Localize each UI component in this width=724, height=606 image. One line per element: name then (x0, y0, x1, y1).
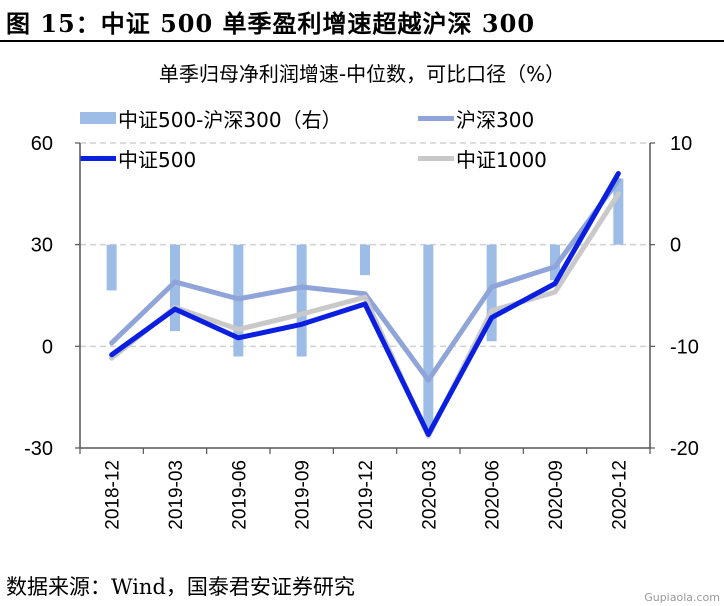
bar-spread (233, 244, 244, 357)
legend-swatch-zz500 (80, 155, 116, 161)
legend-label-hs300: 沪深300 (456, 107, 535, 132)
x-tick-label: 2020-06 (483, 460, 504, 530)
x-tick-label: 2019-06 (229, 460, 250, 530)
x-tick-label: 2020-03 (419, 460, 440, 530)
bar-spread (486, 244, 497, 342)
legend-swatch-spread (80, 112, 116, 124)
source-note: 数据来源：Wind，国泰君安证券研究 (6, 575, 355, 599)
series-line-zz1000 (109, 191, 621, 439)
y-left-tick-label: -30 (24, 438, 53, 460)
y-right-tick-label: 0 (670, 235, 681, 257)
x-tick-label: 2019-12 (356, 460, 377, 530)
y-left-tick-label: 0 (42, 336, 53, 358)
y-right-tick-label: -10 (670, 336, 699, 358)
y-right-tick-label: -20 (670, 438, 699, 460)
bar-spread (170, 244, 180, 332)
series-line-zz500 (109, 171, 621, 437)
bar-spread (423, 244, 434, 428)
title-divider (0, 40, 724, 42)
x-tick-label: 2019-03 (166, 460, 187, 530)
chart-title: 单季归母净利润增速-中位数，可比口径（%） (158, 62, 566, 86)
bar-spread (613, 178, 624, 245)
y-left-tick-label: 60 (31, 133, 53, 155)
legend-swatch-zz1000 (418, 155, 454, 161)
bar-spread (296, 244, 307, 357)
bar-spread (550, 244, 560, 281)
x-tick-label: 2020-09 (546, 460, 567, 530)
x-tick-label: 2018-12 (103, 460, 124, 530)
bar-spread (360, 244, 370, 276)
bar-spread (106, 244, 117, 291)
legend-swatch-hs300 (418, 115, 454, 121)
legend-label-spread: 中证500-沪深300（右） (118, 107, 342, 132)
series-line-hs300 (109, 177, 621, 383)
watermark: Gupiaola.com (644, 591, 720, 604)
y-left-tick-label: 30 (31, 235, 53, 257)
legend-item-zz500: 中证500 (80, 144, 196, 172)
x-tick-label: 2020-12 (609, 460, 630, 530)
x-tick-label: 2019-09 (293, 460, 314, 530)
legend-label-zz1000: 中证1000 (456, 147, 547, 172)
y-right-tick-label: 10 (670, 133, 692, 155)
figure-title: 图 15：中证 500 单季盈利增速超越沪深 300 (6, 9, 536, 38)
legend-item-hs300: 沪深300 (418, 104, 534, 132)
legend-label-zz500: 中证500 (118, 147, 197, 172)
legend-item-zz1000: 中证1000 (418, 144, 547, 172)
legend-item-spread: 中证500-沪深300（右） (80, 104, 342, 132)
